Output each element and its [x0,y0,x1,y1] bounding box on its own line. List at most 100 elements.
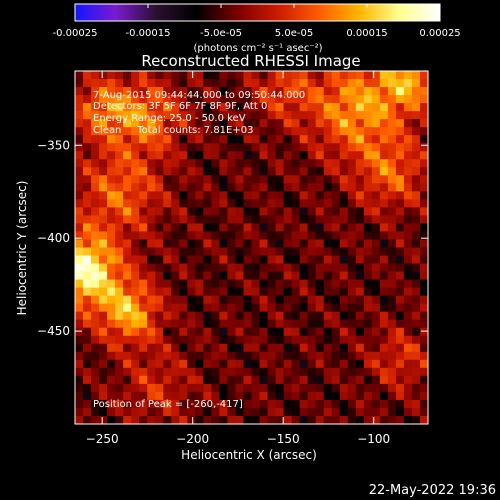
heatmap-cell [355,407,365,417]
heatmap-cell [91,231,100,241]
colorbar-ticks: -0.00025 -0.00015 -5.0e-05 5.0e-05 0.00015 0.… [53,4,461,39]
heatmap-cell [171,111,180,120]
heatmap-cell [363,279,373,289]
heatmap-cell [315,375,325,385]
heatmap-cell [83,383,92,393]
heatmap-cell [187,391,196,401]
heatmap-cell [219,375,229,385]
heatmap-cell [147,359,156,369]
heatmap-cell [363,87,373,96]
heatmap-cell [227,159,237,168]
heatmap-cell [179,407,188,417]
heatmap-cell [331,383,341,393]
heatmap-cell [211,335,221,345]
heatmap-cell [323,127,333,136]
heatmap-cell [379,263,389,273]
heatmap-cell [267,215,277,225]
heatmap-cell [91,135,100,144]
heatmap-cell [219,143,229,152]
heatmap-cell [419,359,428,369]
heatmap-cell [395,415,405,424]
heatmap-cell [147,159,156,168]
heatmap-cell [379,255,389,265]
heatmap-cell [115,279,124,289]
heatmap-cell [163,135,172,144]
heatmap-cell [387,87,397,96]
heatmap-cell [355,311,365,321]
heatmap-cell [131,159,140,168]
heatmap-cell [131,239,140,249]
heatmap-cell [355,351,365,361]
heatmap-cell [211,247,221,257]
heatmap-cell [307,95,317,104]
heatmap-cell [171,183,180,192]
colorbar [74,3,441,22]
heatmap-cell [227,207,237,217]
heatmap-cell [411,71,421,80]
heatmap-cell [171,311,180,321]
heatmap-cell [235,103,245,112]
heatmap-cell [315,311,325,321]
heatmap-cell [379,319,389,329]
heatmap-cell [155,319,164,329]
heatmap-cell [139,239,148,249]
annotation-energy: Energy Range: 25.0 - 50.0 keV [93,113,246,124]
heatmap-cell [363,223,373,233]
heatmap-cell [187,71,196,80]
heatmap-cell [155,167,164,176]
heatmap-cell [187,247,196,257]
heatmap-cell [395,327,405,337]
heatmap-cell [243,207,253,217]
heatmap-cell [179,271,188,281]
heatmap-cell [299,279,309,289]
heatmap-cell [275,143,285,152]
heatmap-cell [211,87,221,96]
heatmap-cell [91,151,100,160]
heatmap-cell [267,279,277,289]
heatmap-cell [179,135,188,144]
heatmap-cell [411,343,421,353]
heatmap-cell [139,335,148,345]
heatmap-cell [75,271,84,281]
heatmap-cell [187,103,196,112]
heatmap-cell [219,303,229,313]
heatmap-cell [291,143,301,152]
heatmap-cell [307,223,317,233]
heatmap-cell [123,167,132,176]
heatmap-cell [403,415,413,424]
heatmap-cell [323,255,333,265]
heatmap-cell [155,295,164,305]
heatmap-cell [123,335,132,345]
heatmap-cell [163,279,172,289]
heatmap-cell [347,239,357,249]
heatmap-cell [243,215,253,225]
heatmap-cell [131,359,140,369]
heatmap-cell [203,223,212,233]
heatmap-cell [339,375,349,385]
heatmap-cell [235,335,245,345]
heatmap-cell [131,247,140,257]
heatmap-cell [227,175,237,184]
heatmap-cell [195,295,204,305]
heatmap-cell [347,319,357,329]
heatmap-cell [403,399,413,409]
heatmap-cell [363,263,373,273]
heatmap-cell [171,199,180,208]
heatmap-cell [275,207,285,217]
y-tick-label: −350 [37,138,70,152]
heatmap-cell [163,383,172,393]
heatmap-cell [131,303,140,313]
heatmap-cell [171,359,180,369]
heatmap-cell [99,95,108,104]
heatmap-cell [323,367,333,377]
heatmap-cell [147,135,156,144]
heatmap-cell [363,111,373,120]
heatmap-cell [75,199,84,208]
heatmap-cell [419,87,428,96]
heatmap-cell [227,303,237,313]
heatmap-cell [99,215,108,225]
heatmap-cell [355,263,365,273]
heatmap-cell [243,151,253,160]
heatmap-cell [395,103,405,112]
heatmap-cell [75,287,84,297]
